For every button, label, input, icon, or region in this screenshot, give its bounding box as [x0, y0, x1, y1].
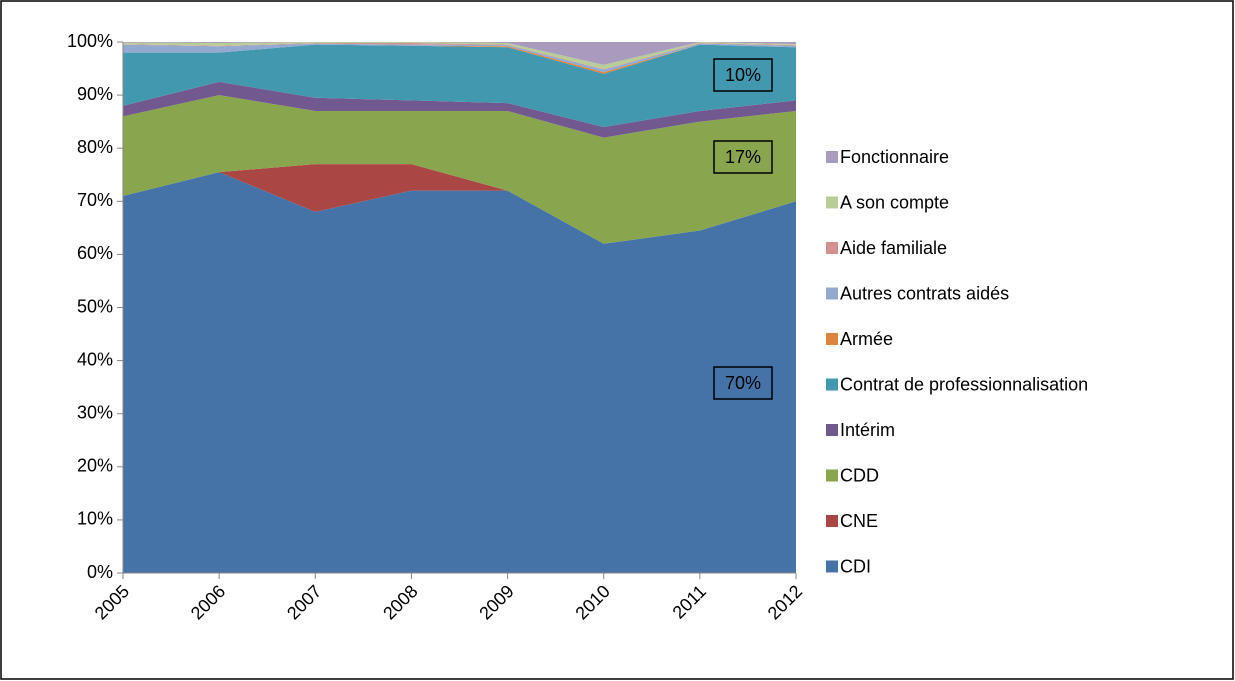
legend-label: Intérim [840, 420, 895, 440]
area [123, 95, 796, 244]
legend-swatch [826, 287, 838, 300]
legend-label: A son compte [840, 192, 949, 212]
legend-swatch [826, 424, 838, 436]
legend-label: Aide familiale [840, 238, 947, 258]
y-tick-label: 100% [67, 31, 113, 51]
y-tick-label: 10% [77, 509, 113, 529]
area [123, 81, 796, 138]
area [123, 42, 796, 65]
area [123, 42, 796, 70]
area [123, 44, 796, 74]
legend-swatch [826, 196, 838, 209]
area [123, 43, 796, 73]
area [123, 44, 796, 127]
legend-label: CDD [840, 465, 879, 485]
y-tick-label: 90% [77, 84, 113, 104]
legend-label: Contrat de professionnalisation [840, 374, 1088, 394]
area [123, 43, 796, 70]
area [123, 164, 796, 244]
legend-label: Autres contrats aidés [840, 283, 1009, 303]
annotation-box [713, 58, 773, 92]
annotation: 17% [725, 147, 761, 167]
legend-swatch [826, 515, 838, 527]
y-tick-label: 70% [77, 190, 113, 210]
legend-swatch [826, 242, 838, 254]
y-tick-label: 20% [77, 456, 113, 476]
legend-swatch [826, 469, 838, 482]
y-tick-label: 30% [77, 402, 113, 422]
legend-swatch [826, 151, 838, 163]
y-tick-label: 60% [77, 243, 113, 263]
legend-label: Fonctionnaire [840, 147, 949, 167]
y-tick-label: 50% [77, 296, 113, 316]
legend-swatch [826, 378, 838, 391]
annotation-box [713, 366, 773, 400]
area [123, 172, 796, 573]
legend-label: CNE [840, 511, 878, 531]
legend-label: Armée [840, 329, 893, 349]
annotation: 70% [725, 373, 761, 393]
annotation: 10% [725, 65, 761, 85]
annotation-box [713, 140, 773, 174]
y-tick-label: 0% [87, 562, 113, 582]
legend-label: CDI [840, 556, 871, 576]
legend-swatch [826, 333, 838, 345]
legend-swatch [826, 560, 838, 573]
y-tick-label: 40% [77, 349, 113, 369]
y-tick-label: 80% [77, 137, 113, 157]
